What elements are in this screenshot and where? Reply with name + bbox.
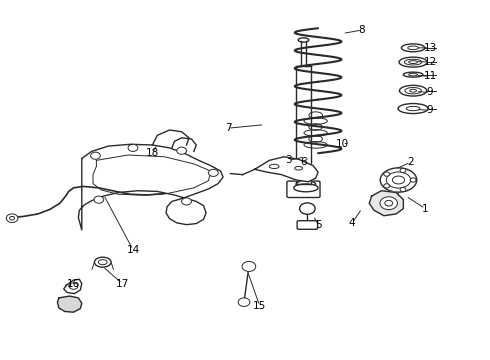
Circle shape [238, 298, 250, 306]
Ellipse shape [398, 104, 428, 113]
Ellipse shape [405, 87, 421, 94]
Polygon shape [369, 191, 403, 216]
Polygon shape [64, 279, 82, 294]
Circle shape [400, 168, 406, 173]
Ellipse shape [294, 166, 302, 170]
Circle shape [384, 184, 390, 188]
Circle shape [91, 152, 100, 159]
Circle shape [94, 196, 104, 203]
Circle shape [299, 203, 315, 214]
Text: 18: 18 [146, 148, 159, 158]
Text: 5: 5 [315, 220, 321, 230]
Circle shape [128, 144, 138, 152]
Ellipse shape [392, 176, 405, 184]
Text: 9: 9 [427, 105, 434, 115]
Ellipse shape [403, 72, 423, 77]
Circle shape [182, 198, 192, 205]
Ellipse shape [408, 46, 418, 50]
Circle shape [6, 214, 18, 222]
Circle shape [69, 283, 78, 289]
Text: 9: 9 [427, 87, 434, 98]
Circle shape [242, 261, 256, 271]
Ellipse shape [399, 57, 427, 67]
Text: 6: 6 [300, 157, 307, 167]
Ellipse shape [409, 73, 417, 76]
Ellipse shape [294, 184, 318, 192]
Ellipse shape [386, 172, 411, 188]
Text: 1: 1 [422, 203, 429, 213]
Ellipse shape [401, 44, 425, 52]
Ellipse shape [409, 61, 417, 64]
Circle shape [400, 187, 406, 192]
Ellipse shape [404, 59, 422, 65]
Text: 10: 10 [336, 139, 349, 149]
Circle shape [385, 201, 392, 206]
Text: 7: 7 [224, 123, 231, 133]
Polygon shape [78, 144, 223, 230]
Circle shape [208, 169, 218, 176]
Polygon shape [255, 157, 318, 182]
Text: 16: 16 [67, 279, 80, 289]
Polygon shape [57, 296, 82, 312]
Polygon shape [172, 138, 196, 152]
Text: 8: 8 [359, 25, 365, 35]
Ellipse shape [296, 181, 316, 188]
FancyBboxPatch shape [287, 181, 320, 198]
Circle shape [380, 197, 397, 210]
Text: 12: 12 [423, 57, 437, 67]
Ellipse shape [380, 168, 417, 192]
Circle shape [177, 147, 187, 154]
Text: 17: 17 [116, 279, 129, 289]
Circle shape [10, 216, 15, 220]
Circle shape [410, 178, 416, 182]
Text: 3: 3 [286, 156, 292, 165]
FancyBboxPatch shape [297, 221, 318, 229]
Text: 2: 2 [407, 157, 414, 167]
Ellipse shape [399, 85, 427, 96]
Ellipse shape [410, 89, 416, 92]
Ellipse shape [406, 107, 420, 111]
Text: 15: 15 [253, 301, 266, 311]
Ellipse shape [98, 260, 107, 265]
Text: 11: 11 [423, 71, 437, 81]
Text: 4: 4 [349, 218, 356, 228]
Ellipse shape [95, 257, 111, 267]
Text: 14: 14 [126, 245, 140, 255]
Polygon shape [152, 130, 189, 145]
Ellipse shape [298, 38, 309, 42]
Text: 13: 13 [423, 43, 437, 53]
Circle shape [384, 172, 390, 176]
Ellipse shape [270, 164, 279, 168]
